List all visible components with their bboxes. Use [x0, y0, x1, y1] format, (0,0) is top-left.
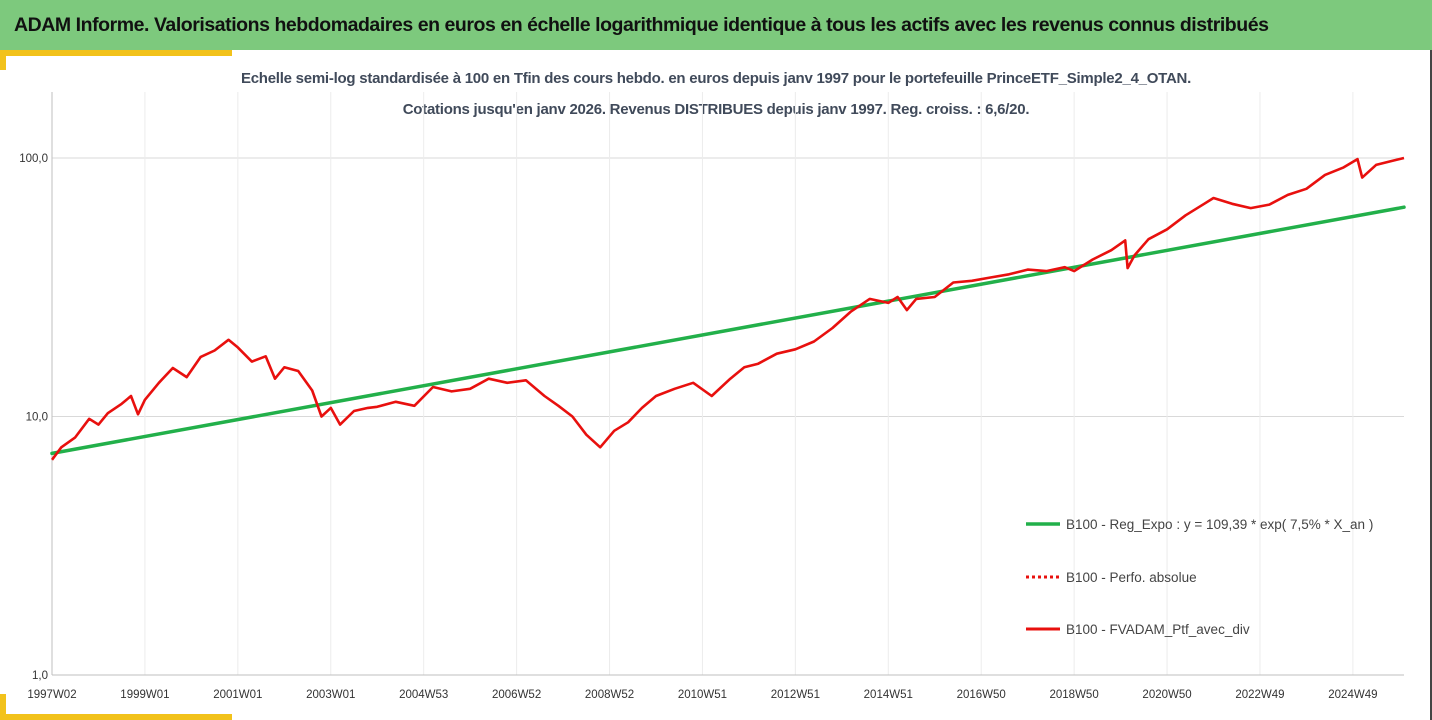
series-line-portfolio: [50, 156, 1405, 461]
x-tick-label: 2001W01: [213, 689, 262, 701]
accent-bar-bottom: [0, 714, 232, 720]
x-tick-label: 2008W52: [585, 689, 634, 701]
accent-bar-left-bottom: [0, 694, 6, 720]
x-tick-label: 2016W50: [957, 689, 1006, 701]
y-tick-label: 100,0: [19, 153, 48, 165]
legend-label: B100 - FVADAM_Ptf_avec_div: [1066, 622, 1250, 637]
x-tick-label: 2020W50: [1142, 689, 1191, 701]
x-tick-label: 2004W53: [399, 689, 448, 701]
x-tick-label: 2010W51: [678, 689, 727, 701]
chart-title-line-2: Cotations jusqu'en janv 2026. Revenus DI…: [402, 101, 1030, 118]
series-line-reg-expo: [50, 205, 1406, 456]
x-tick-label: 2024W49: [1328, 689, 1377, 701]
banner-title: ADAM Informe. Valorisations hebdomadaire…: [14, 13, 1269, 36]
x-tick-label: 2018W50: [1050, 689, 1099, 701]
y-tick-label: 10,0: [26, 411, 48, 423]
chart-title-line-1: Echelle semi-log standardisée à 100 en T…: [240, 70, 1192, 87]
accent-bar-left-top: [0, 50, 6, 70]
accent-bar-top: [0, 50, 232, 56]
y-tick-label: 1,0: [32, 670, 48, 682]
x-tick-label: 2012W51: [771, 689, 820, 701]
frame-right-border: [1430, 50, 1432, 720]
x-tick-label: 2003W01: [306, 689, 355, 701]
legend-label: B100 - Reg_Expo : y = 109,39 * exp( 7,5%…: [1066, 517, 1373, 532]
x-tick-label: 2014W51: [864, 689, 913, 701]
legend-label: B100 - Perfo. absolue: [1066, 570, 1197, 585]
x-tick-label: 2006W52: [492, 689, 541, 701]
x-tick-label: 1997W02: [27, 689, 76, 701]
x-tick-label: 1999W01: [120, 689, 169, 701]
title-banner: ADAM Informe. Valorisations hebdomadaire…: [0, 0, 1432, 50]
x-tick-label: 2022W49: [1235, 689, 1284, 701]
